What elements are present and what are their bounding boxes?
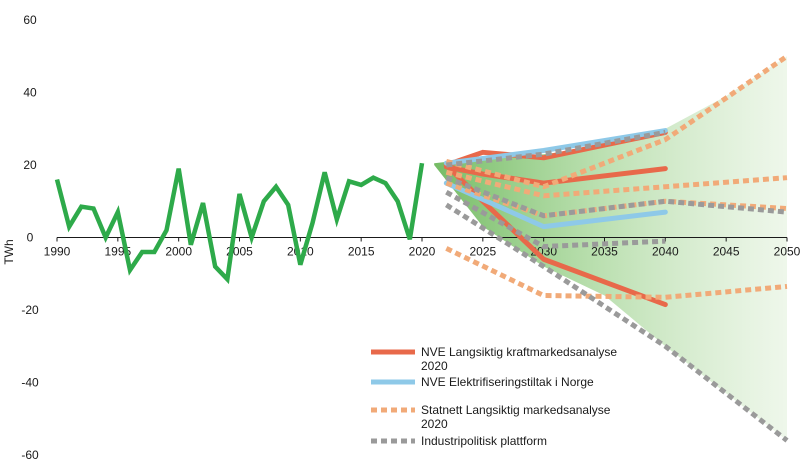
y-tick-label: 20: [23, 158, 37, 172]
y-tick-label: 40: [23, 86, 37, 100]
y-axis-title: TWh: [2, 239, 16, 264]
x-tick-label: 2035: [591, 245, 618, 259]
legend: NVE Langsiktig kraftmarkedsanalyse2020NV…: [371, 345, 617, 448]
legend-label-2-line2: 2020: [421, 417, 448, 431]
historical-series: [54, 162, 425, 285]
x-tick-label: 2020: [409, 245, 436, 259]
x-tick-label: 1990: [44, 245, 71, 259]
series-1-line-1: [443, 180, 668, 230]
y-tick-label: -60: [21, 448, 39, 462]
x-tick-label: 2025: [469, 245, 496, 259]
historical-line: [54, 162, 425, 285]
x-tick-label: 2040: [652, 245, 679, 259]
legend-label-0: NVE Langsiktig kraftmarkedsanalyse: [421, 345, 617, 359]
scenario-band: [434, 56, 787, 441]
series-0-line-1: [443, 164, 668, 186]
x-tick-label: 2015: [348, 245, 375, 259]
series-2-line-1: [445, 169, 788, 199]
scenario-band-area: [434, 56, 787, 441]
legend-label-1: NVE Elektrifiseringstiltak i Norge: [421, 375, 594, 389]
legend-label-3: Industripolitisk plattform: [421, 434, 547, 448]
series-3-line-0: [446, 129, 666, 168]
series-3-line-2: [445, 190, 666, 250]
x-tick-label: 2050: [774, 245, 800, 259]
y-tick-label: -20: [21, 303, 39, 317]
y-tick-label: -40: [21, 376, 39, 390]
legend-label-2: Statnett Langsiktig markedsanalyse: [421, 403, 611, 417]
x-tick-label: 2045: [713, 245, 740, 259]
series-3-line-1: [445, 175, 788, 219]
axes: 1990 1995 2000 2005 2010 2015 2020 2025 2030 2035…: [2, 13, 800, 462]
series-2-line-0: [445, 54, 789, 190]
x-tick-label: 2000: [165, 245, 192, 259]
series-0-line-2: [443, 162, 668, 308]
y-tick-label: 60: [23, 13, 37, 27]
y-tick-label: 0: [27, 231, 34, 245]
series-2-line-3: [445, 246, 788, 300]
legend-label-0-line2: 2020: [421, 359, 448, 373]
scenario-lines: [443, 54, 789, 443]
